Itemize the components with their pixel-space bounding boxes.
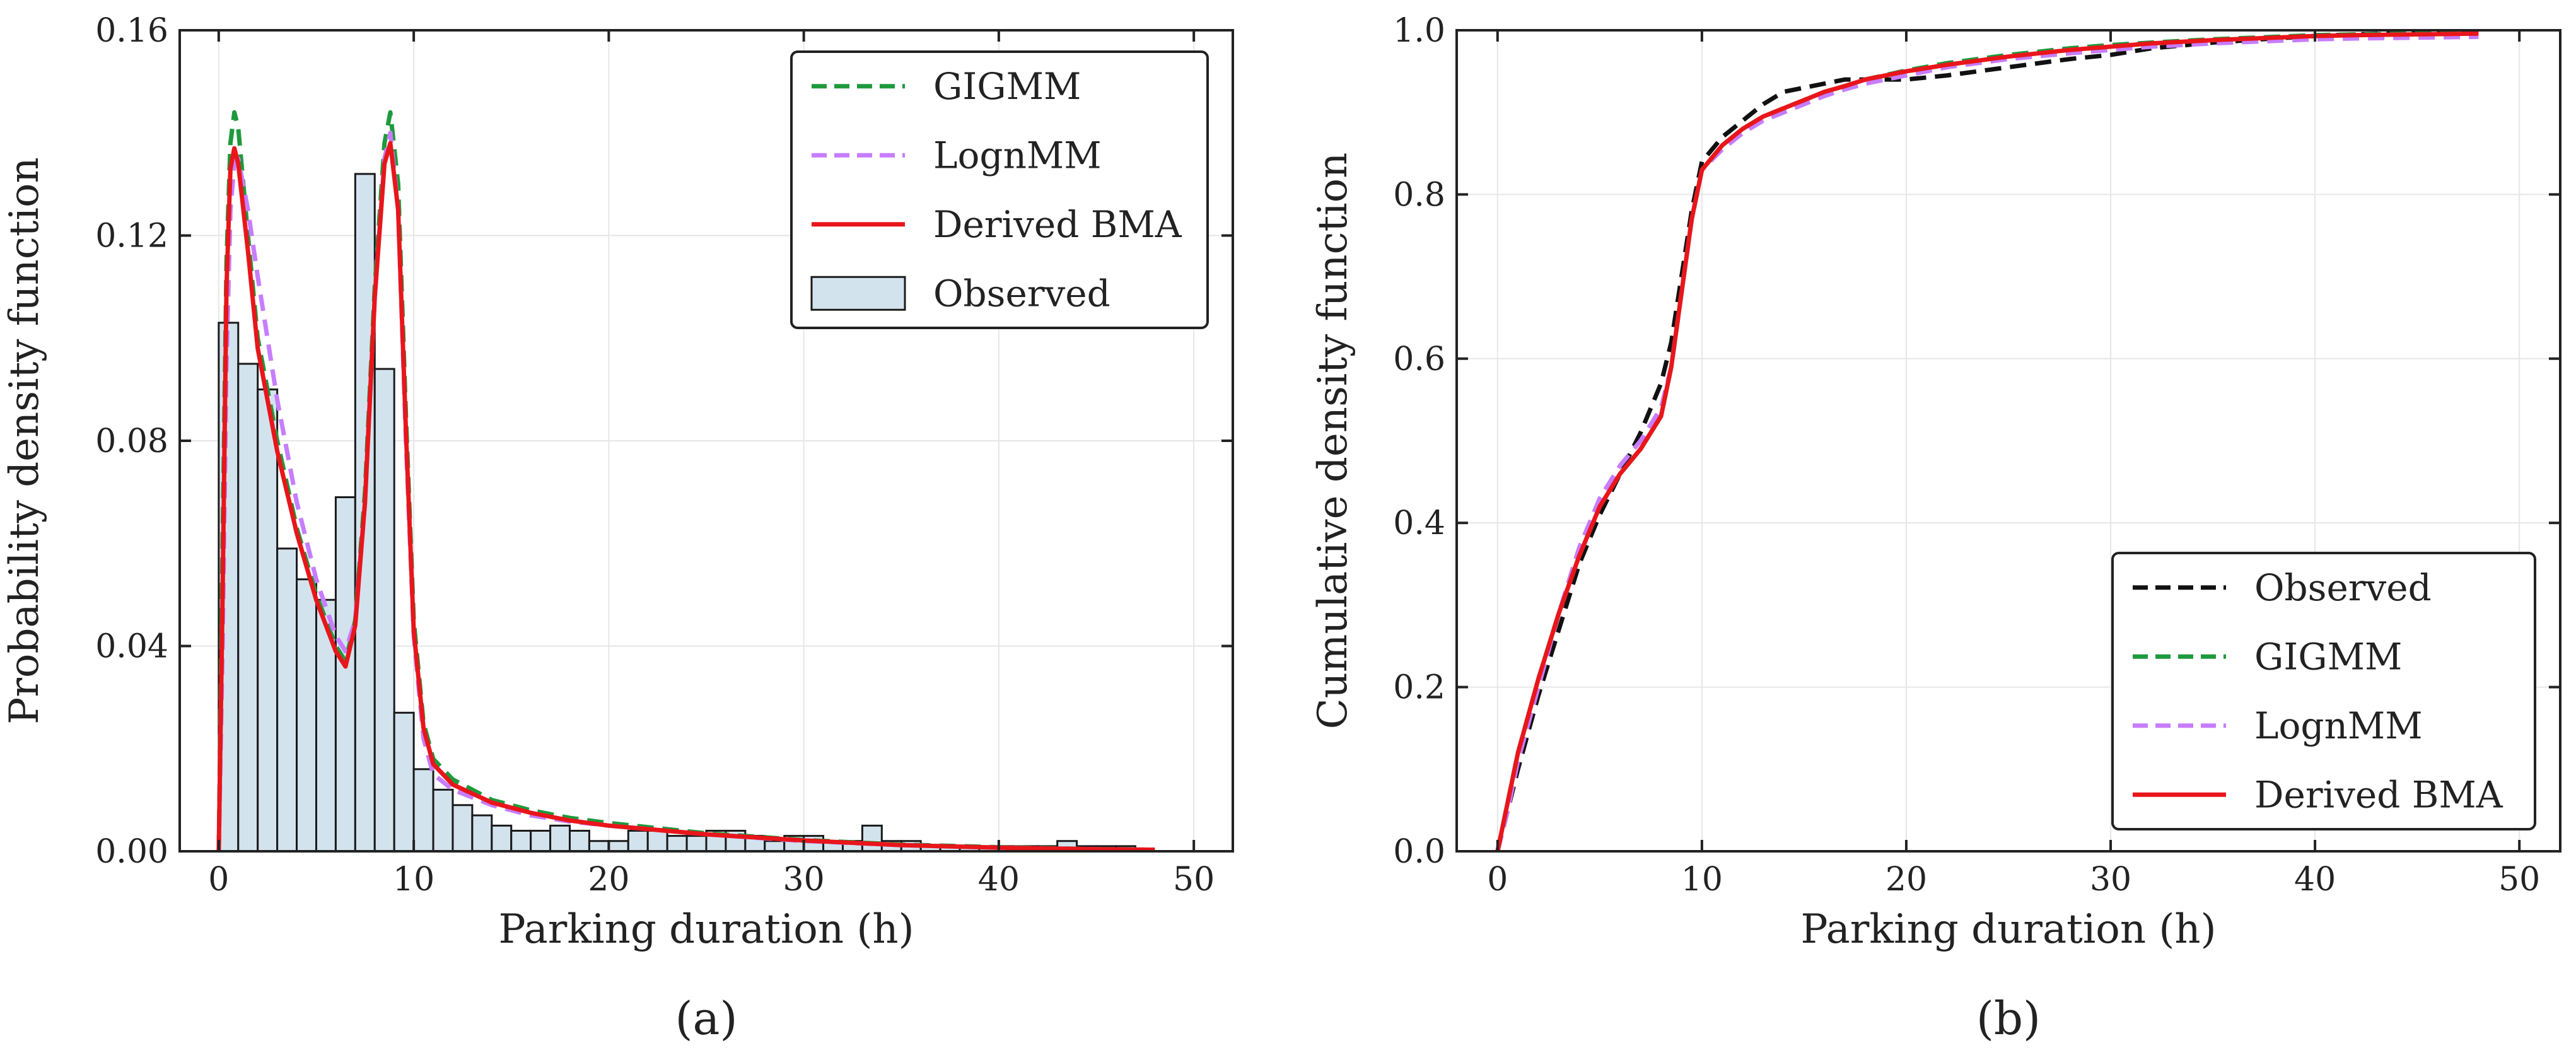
pa-y-tick-label: 0.16 (95, 12, 168, 50)
pb-x-tick-label: 30 (2090, 861, 2131, 899)
pa-y-tick-label: 0.04 (95, 628, 168, 666)
pa-y-tick-label: 0.00 (95, 833, 168, 871)
pa-histogram-bar (452, 804, 474, 853)
pb-y-tick-label: 0.4 (1393, 504, 1445, 542)
panel-a: 0 10 20 30 40 50 0.00 0.04 0.08 0.12 0.16 Parking … (1, 12, 1234, 1045)
pb-legend-label: GIGMM (2254, 635, 2402, 678)
pa-y-axis-label: Probability density function (1, 157, 48, 724)
pa-histogram-bar (237, 363, 259, 853)
pa-x-axis-label: Parking duration (h) (498, 906, 914, 953)
pa-histogram-bar (491, 824, 513, 853)
pb-legend-box (2111, 552, 2536, 830)
pb-y-tick-label: 0.6 (1393, 341, 1445, 378)
pa-histogram-bar (646, 829, 668, 853)
pa-x-tick-label: 40 (978, 861, 1020, 899)
pa-histogram-bar (764, 840, 786, 853)
pb-legend-label: Observed (2254, 566, 2432, 609)
pb-x-tick-label: 20 (1885, 861, 1927, 899)
pa-histogram-bar (569, 829, 590, 853)
pa-histogram-bar (334, 496, 356, 853)
pb-legend: Observed GIGMM LognMM Derived BMA (2111, 552, 2536, 830)
pa-series-lines (216, 110, 1155, 853)
pb-series-line-observed (1495, 30, 2479, 852)
panel-b: 0 10 20 30 40 50 0.0 0.2 0.4 0.6 0.8 1.0 Parking du… (1310, 12, 2561, 1045)
pa-histogram-bar (627, 829, 649, 853)
pa-x-tick-label: 30 (783, 861, 825, 899)
pa-histogram-bar (257, 388, 279, 853)
pa-histogram-bar (510, 829, 532, 853)
pa-legend-swatch (810, 276, 906, 311)
pa-histogram-bar (432, 788, 454, 853)
pa-histogram-bar (412, 768, 434, 853)
pb-x-tick-label: 0 (1487, 861, 1508, 899)
pa-histogram-bar (607, 840, 629, 853)
pb-ticks: 0 10 20 30 40 50 0.0 0.2 0.4 0.6 0.8 1.0 (1393, 12, 2560, 899)
pb-panel-label: (b) (1976, 992, 2041, 1045)
pa-legend-label: LognMM (933, 134, 1102, 177)
pb-legend-label: LognMM (2254, 704, 2423, 747)
pb-series-line-derived-bma (1495, 31, 2479, 852)
pa-series-line-derived-bma (216, 141, 1155, 853)
pb-series-line-lognmm (1495, 34, 2479, 852)
pb-x-axis-label: Parking duration (h) (1800, 906, 2216, 953)
pa-panel-label: (a) (675, 992, 737, 1045)
pb-axes-frame (1455, 29, 2561, 853)
pb-x-tick-label: 40 (2294, 861, 2336, 899)
pa-histogram-bar (530, 829, 552, 853)
pb-y-tick-label: 1.0 (1393, 12, 1445, 50)
pa-histogram-bar (666, 835, 688, 853)
pa-histogram-bar (393, 711, 415, 853)
pb-x-tick-label: 50 (2498, 861, 2540, 899)
pa-y-tick-label: 0.12 (95, 218, 168, 255)
pa-x-tick-label: 10 (393, 861, 434, 899)
pa-x-tick-label: 50 (1173, 861, 1215, 899)
pa-legend: GIGMM LognMM Derived BMA Observed (790, 50, 1209, 329)
pb-x-tick-label: 10 (1681, 861, 1723, 899)
pa-legend-label: Derived BMA (933, 203, 1182, 246)
pa-legend-box (790, 50, 1209, 329)
pa-histogram-bar (685, 835, 708, 853)
pa-histogram-bar (549, 824, 571, 853)
pa-legend-label: Observed (933, 272, 1110, 315)
pa-x-tick-label: 20 (588, 861, 629, 899)
pa-legend-label: GIGMM (933, 65, 1081, 108)
pb-legend-label: Derived BMA (2254, 773, 2503, 816)
pa-histogram-bar (296, 578, 317, 853)
pb-y-tick-label: 0.0 (1393, 833, 1445, 871)
pa-histogram-bar (471, 814, 493, 853)
pa-ticks: 0 10 20 30 40 50 0.00 0.04 0.08 0.12 0.16 (95, 12, 1233, 899)
pb-y-tick-label: 0.2 (1393, 669, 1445, 707)
pa-histogram-bar (588, 840, 610, 853)
pa-y-tick-label: 0.08 (95, 422, 168, 460)
pa-histogram-bar (373, 368, 395, 853)
pb-series-lines (1495, 30, 2479, 852)
pa-histogram-bar (276, 547, 298, 853)
pa-histogram-bar (861, 824, 883, 853)
pb-y-axis-label: Cumulative density function (1310, 153, 1356, 730)
pb-y-tick-label: 0.8 (1393, 176, 1445, 214)
pa-x-tick-label: 0 (208, 861, 229, 899)
